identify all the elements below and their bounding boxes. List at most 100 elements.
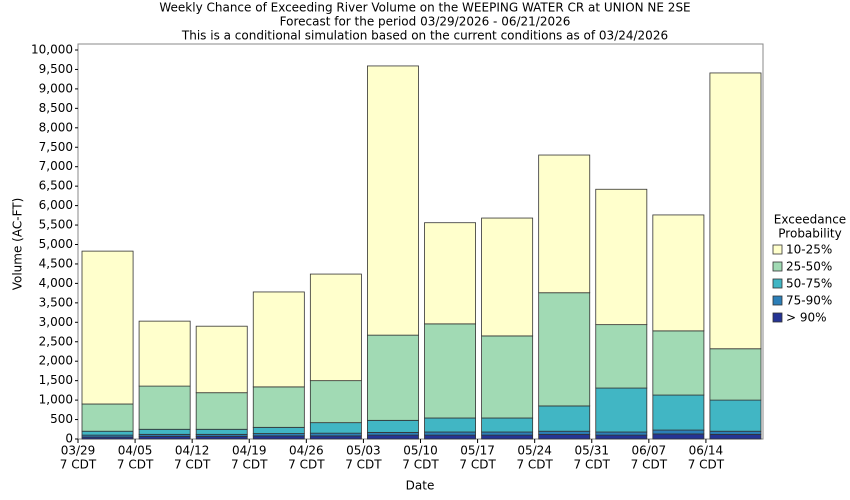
- bar-segment: [652, 433, 705, 440]
- y-tick-label: 6,000: [39, 198, 73, 212]
- bar-segment: [481, 434, 534, 440]
- y-tick-label: 9,500: [39, 62, 73, 76]
- x-tick-label: 05/17: [460, 444, 495, 458]
- bar-segment: [538, 292, 591, 407]
- bar-segment: [81, 430, 134, 436]
- x-tick-label: 06/07: [632, 444, 667, 458]
- x-tick-label: 7 CDT: [288, 458, 325, 472]
- bar-segment: [367, 419, 419, 433]
- bar-segment: [652, 214, 705, 332]
- bar-segment: [424, 323, 476, 419]
- y-tick-label: 1,000: [39, 393, 73, 407]
- x-tick-label: 7 CDT: [574, 458, 611, 472]
- y-tick-label: 3,000: [39, 315, 73, 329]
- legend-title: Exceedance: [774, 213, 846, 227]
- x-tick-label: 7 CDT: [516, 458, 553, 472]
- y-tick-label: 4,000: [39, 276, 73, 290]
- bar-segment: [538, 154, 591, 294]
- bar-segment: [252, 291, 305, 388]
- bar-segment: [367, 431, 419, 436]
- bar-segment: [81, 403, 134, 432]
- y-tick-label: 0: [65, 432, 73, 446]
- bar-segment: [195, 435, 248, 440]
- y-tick-label: 1,500: [39, 373, 73, 387]
- x-tick-label: 7 CDT: [402, 458, 439, 472]
- x-tick-label: 04/26: [289, 444, 324, 458]
- bar-segment: [709, 348, 762, 401]
- bar-segment: [538, 405, 591, 432]
- bar-segment: [367, 334, 419, 421]
- bar-segment: [538, 430, 591, 435]
- y-tick-label: 5,000: [39, 237, 73, 251]
- x-tick-label: 03/29: [61, 444, 96, 458]
- x-tick-label: 06/14: [689, 444, 724, 458]
- x-tick-label: 7 CDT: [174, 458, 211, 472]
- bar-segment: [367, 434, 419, 440]
- x-tick-label: 7 CDT: [117, 458, 154, 472]
- x-tick-label: 7 CDT: [688, 458, 725, 472]
- legend-label: 50-75%: [786, 277, 832, 291]
- legend-label: > 90%: [786, 311, 827, 325]
- bar-segment: [138, 428, 191, 435]
- bar-segment: [424, 431, 476, 436]
- legend-swatch: [772, 244, 783, 255]
- x-tick-label: 7 CDT: [631, 458, 668, 472]
- x-tick-label: 7 CDT: [60, 458, 97, 472]
- bar-segment: [195, 392, 248, 430]
- bar-segment: [595, 431, 648, 436]
- bar-segment: [709, 433, 762, 440]
- bar-segment: [424, 417, 476, 433]
- x-tick-label: 7 CDT: [345, 458, 382, 472]
- bar-segment: [709, 430, 762, 435]
- bar-segment: [309, 435, 362, 440]
- bar-segment: [595, 324, 648, 389]
- x-tick-label: 04/05: [118, 444, 153, 458]
- bar-segment: [424, 222, 476, 325]
- bar-segment: [481, 217, 534, 337]
- bar-segment: [595, 188, 648, 326]
- y-tick-label: 8,500: [39, 101, 73, 115]
- legend-swatch: [772, 278, 783, 289]
- x-tick-label: 05/24: [517, 444, 552, 458]
- bar-segment: [652, 394, 705, 431]
- y-axis-label: Volume (AC-FT): [11, 198, 25, 291]
- y-tick-label: 9,000: [39, 81, 73, 95]
- legend-label: 75-90%: [786, 294, 832, 308]
- bar-segment: [138, 385, 191, 430]
- x-tick-label: 7 CDT: [459, 458, 496, 472]
- bar-segment: [195, 428, 248, 435]
- bar-segment: [709, 399, 762, 432]
- y-tick-label: 4,500: [39, 256, 73, 270]
- y-tick-label: 2,000: [39, 354, 73, 368]
- bar-segment: [652, 330, 705, 396]
- y-tick-label: 5,500: [39, 218, 73, 232]
- legend-title: Probability: [778, 227, 841, 241]
- bar-segment: [481, 335, 534, 419]
- bar-segment: [195, 325, 248, 394]
- bar-segment: [138, 320, 191, 387]
- x-tick-label: 05/10: [403, 444, 438, 458]
- x-tick-label: 04/12: [175, 444, 210, 458]
- bar-segment: [309, 380, 362, 424]
- y-tick-label: 10,000: [31, 43, 73, 57]
- bar-segment: [309, 432, 362, 437]
- legend-swatch: [772, 295, 783, 306]
- y-tick-label: 2,500: [39, 334, 73, 348]
- legend-swatch: [772, 312, 783, 323]
- x-tick-label: 05/31: [574, 444, 609, 458]
- y-tick-label: 8,000: [39, 120, 73, 134]
- y-tick-label: 3,500: [39, 295, 73, 309]
- bar-segment: [652, 429, 705, 435]
- chart-subtitle: This is a conditional simulation based o…: [181, 29, 668, 43]
- y-tick-label: 7,000: [39, 159, 73, 173]
- legend-swatch: [772, 261, 783, 272]
- x-tick-label: 7 CDT: [231, 458, 268, 472]
- bar-segment: [595, 434, 648, 440]
- y-tick-label: 500: [50, 412, 73, 426]
- bar-segment: [709, 72, 762, 350]
- bar-segment: [138, 435, 191, 440]
- bar-segment: [252, 435, 305, 440]
- bar-segment: [424, 434, 476, 440]
- bar-segment: [538, 433, 591, 440]
